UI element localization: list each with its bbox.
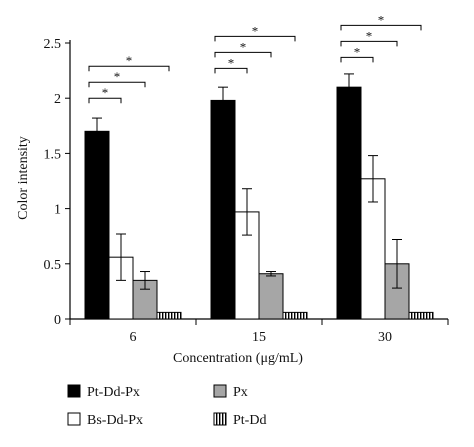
bars — [84, 73, 434, 320]
significance-marker: * — [126, 53, 133, 68]
significance-marker: * — [366, 28, 373, 43]
legend-swatch — [213, 412, 227, 426]
bar-pt-dd-px — [336, 86, 362, 320]
bar-pt-dd-px — [210, 99, 236, 320]
significance-bracket — [340, 56, 374, 63]
significance-bracket — [214, 51, 272, 58]
y-tick-label: 0 — [54, 313, 61, 328]
legend-swatch — [67, 384, 81, 398]
significance-marker: * — [378, 12, 385, 27]
x-tick-label: 30 — [378, 330, 392, 345]
bar-bs-dd-px — [108, 256, 134, 320]
significance-marker: * — [114, 69, 121, 84]
significance-bracket — [340, 24, 422, 31]
y-tick-label: 1 — [54, 203, 61, 218]
significance-marker: * — [102, 85, 109, 100]
bar-pt-dd — [282, 311, 308, 320]
legend-swatch — [67, 412, 81, 426]
x-tick-label: 6 — [130, 330, 137, 345]
significance-brackets: * * * * * * * * * — [88, 12, 422, 104]
legend-label: Bs-Dd-Px — [87, 413, 143, 428]
bar-pt-dd — [156, 311, 182, 320]
significance-bracket — [88, 81, 146, 88]
y-tick-label: 1.5 — [44, 147, 62, 162]
significance-marker: * — [228, 55, 235, 70]
x-axis-label: Concentration (μg/mL) — [173, 351, 303, 366]
bar-pt-dd — [408, 311, 434, 320]
significance-marker: * — [252, 23, 259, 38]
legend: Pt-Dd-Px Bs-Dd-Px Px Pt-Dd — [67, 384, 266, 428]
y-tick-label: 2 — [54, 92, 61, 107]
y-tick-label: 0.5 — [44, 258, 62, 273]
significance-bracket — [88, 97, 122, 104]
significance-marker: * — [240, 39, 247, 54]
significance-bracket — [214, 35, 296, 42]
y-axis-label: Color intensity — [16, 136, 31, 220]
legend-swatch — [213, 384, 227, 398]
legend-label: Pt-Dd-Px — [87, 385, 140, 400]
bar-px — [258, 273, 284, 320]
significance-bracket — [340, 40, 398, 47]
significance-bracket — [88, 65, 170, 72]
x-tick-label: 15 — [252, 330, 266, 345]
legend-label: Pt-Dd — [233, 413, 266, 428]
bar-pt-dd-px — [84, 130, 110, 320]
y-tick-label: 2.5 — [44, 37, 62, 52]
legend-label: Px — [233, 385, 248, 400]
significance-bracket — [214, 67, 248, 74]
significance-marker: * — [354, 44, 361, 59]
